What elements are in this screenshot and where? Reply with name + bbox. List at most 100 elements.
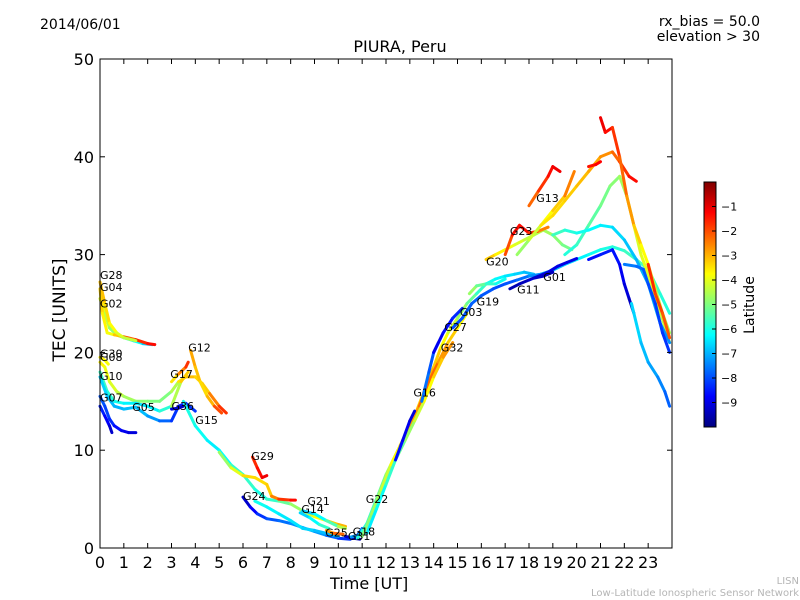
satellite-label-g05: G05	[132, 401, 155, 414]
x-tick-label: 0	[95, 553, 105, 572]
series-segment	[537, 174, 550, 193]
date-label: 2014/06/01	[40, 17, 121, 33]
series-segment	[189, 348, 197, 369]
series-segment	[518, 223, 531, 235]
series-segment	[539, 214, 555, 227]
series-segment	[298, 511, 312, 520]
series-segment	[146, 404, 162, 413]
chart-title: PIURA, Peru	[353, 37, 447, 56]
series-segment	[289, 502, 305, 513]
satellite-label-g08: G08	[100, 351, 123, 364]
series-g25	[324, 528, 345, 536]
series-segment	[403, 419, 417, 442]
series-segment	[105, 390, 116, 403]
series-segment	[446, 316, 459, 335]
y-tick-label: 20	[74, 343, 94, 362]
colorbar-label: Latitude	[742, 276, 758, 334]
series-g13b	[515, 170, 576, 257]
series-segment	[103, 414, 111, 428]
series-segment	[661, 311, 672, 340]
y-tick-label: 30	[74, 246, 94, 265]
series-segment	[599, 245, 614, 252]
series-segment	[630, 302, 643, 345]
series-segment	[420, 370, 431, 403]
satellite-label-g28: G28	[100, 269, 123, 282]
x-tick-label: 6	[238, 553, 248, 572]
series-segment	[646, 282, 657, 305]
series-segment	[103, 302, 111, 325]
footer-org-short: LISN	[776, 576, 799, 587]
series-segment	[108, 380, 119, 393]
series-g16b	[365, 341, 455, 535]
series-segment	[513, 270, 526, 276]
series-segment	[494, 277, 507, 286]
series-segment	[656, 375, 667, 393]
series-segment	[432, 331, 445, 354]
series-segment	[610, 245, 626, 253]
series-g28b	[622, 262, 672, 354]
series-segment	[563, 243, 579, 257]
satellite-label-g31: G31	[348, 530, 371, 543]
series-segment	[324, 519, 340, 528]
series-segment	[541, 228, 555, 237]
satellite-label-g21: G21	[307, 495, 330, 508]
series-segment	[205, 394, 216, 408]
series-segment	[546, 165, 555, 178]
series-segment	[181, 399, 197, 428]
series-segment	[465, 292, 479, 305]
series-segment	[551, 199, 567, 217]
series-segment	[618, 262, 626, 286]
series-segment	[365, 507, 378, 535]
series-segment	[653, 292, 664, 315]
satellite-label-g16: G16	[413, 386, 436, 399]
x-tick-label: 12	[376, 553, 396, 572]
series-segment	[103, 311, 111, 330]
series-segment	[112, 404, 126, 411]
series-segment	[379, 463, 393, 491]
series-segment	[451, 306, 464, 320]
series-segment	[193, 365, 202, 384]
series-segment	[510, 223, 521, 237]
x-tick-label: 13	[400, 553, 420, 572]
series-segment	[336, 525, 347, 530]
series-segment	[599, 184, 612, 208]
series-segment	[134, 401, 150, 408]
series-segment	[427, 360, 440, 384]
series-segment	[639, 341, 650, 364]
series-segment	[503, 272, 517, 278]
series-segment	[122, 394, 138, 403]
series-segment	[599, 248, 614, 257]
x-tick-label: 21	[590, 553, 610, 572]
series-segment	[599, 150, 614, 159]
x-tick-label: 20	[566, 553, 586, 572]
series-segment	[375, 482, 388, 511]
y-tick-label: 40	[74, 148, 94, 167]
series-segment	[508, 282, 521, 291]
series-segment	[515, 274, 531, 282]
series-segment	[587, 253, 602, 261]
series-segment	[112, 399, 126, 405]
series-segment	[370, 487, 383, 516]
series-segment	[563, 170, 576, 198]
series-segment	[475, 282, 488, 288]
series-g28	[98, 280, 138, 343]
series-segment	[608, 174, 622, 188]
series-segment	[384, 458, 397, 486]
series-segment	[460, 302, 474, 320]
satellite-label-g19: G19	[477, 296, 500, 309]
series-segment	[103, 404, 111, 421]
series-segment	[541, 270, 555, 278]
colorbar-tick-label: −4	[721, 274, 737, 287]
series-segment	[360, 512, 374, 538]
series-segment	[201, 382, 212, 395]
x-tick-label: 7	[262, 553, 272, 572]
series-g08	[98, 360, 228, 415]
series-segment	[575, 223, 591, 247]
series-segment	[98, 280, 107, 305]
series-g30	[98, 355, 110, 366]
series-segment	[467, 284, 479, 296]
series-g29	[251, 455, 269, 480]
x-tick-label: 19	[543, 553, 563, 572]
series-segment	[324, 531, 340, 538]
series-segment	[622, 282, 631, 301]
